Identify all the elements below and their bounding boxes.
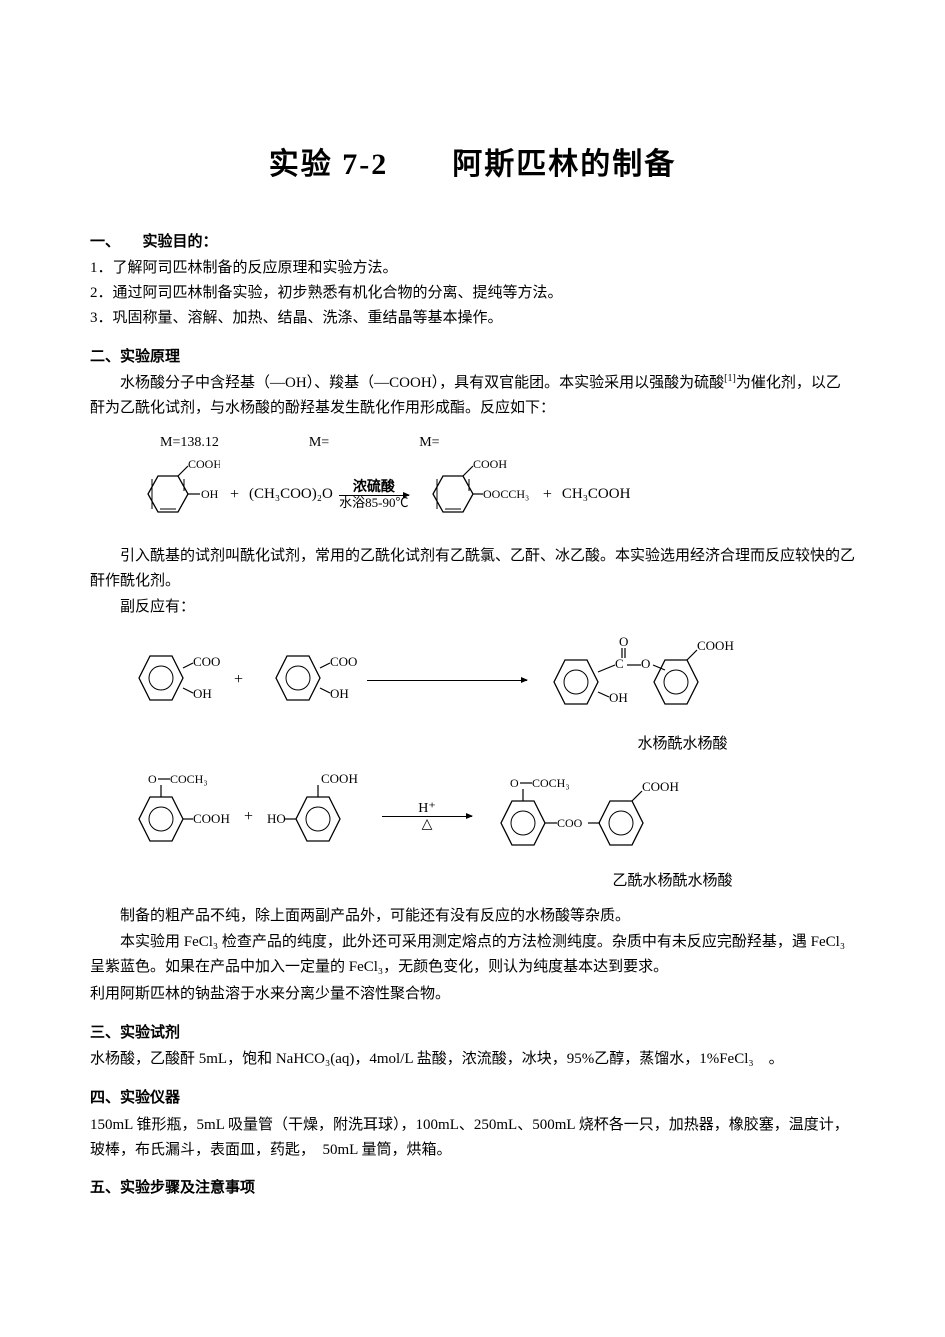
svg-text:OH: OH: [193, 686, 212, 701]
svg-text:O: O: [510, 776, 519, 790]
reaction-arrow-1: 浓硫酸 水浴85-90℃: [339, 480, 409, 511]
acetic-anhydride: (CH₃COO)₂O: [249, 482, 333, 507]
page-title: 实验 7-2 阿斯匹林的制备: [90, 140, 855, 190]
plus-2: +: [539, 482, 556, 508]
section-3-heading: 三、实验试剂: [90, 1021, 855, 1046]
s2-p3: 副反应有：: [90, 595, 855, 620]
ooc-label: OOCCH₃: [483, 487, 529, 501]
s4-body: 150mL 锥形瓶，5mL 吸量管（干燥，附洗耳球），100mL、250mL、5…: [90, 1113, 855, 1163]
section-4-heading: 四、实验仪器: [90, 1086, 855, 1111]
svg-text:HO: HO: [267, 811, 286, 826]
sr2-label: 乙酰水杨酰水杨酸: [490, 869, 855, 894]
s2-p1: 水杨酸分子中含羟基（—OH）、羧基（—COOH），具有双官能团。本实验采用以强酸…: [90, 371, 855, 421]
sr2-cond-bottom: △: [422, 817, 433, 832]
s2-p5: 本实验用 FeCl₃ 检查产品的纯度，此外还可采用测定熔点的方法检测纯度。杂质中…: [90, 930, 855, 980]
aspirin-structure: COOH OOCCH₃: [415, 456, 533, 534]
svg-text:C: C: [615, 656, 624, 671]
svg-text:COO: COO: [557, 816, 583, 830]
svg-text:COCH₃: COCH₃: [170, 772, 208, 786]
mw-a: M=138.12: [160, 431, 219, 454]
cooh-label-2: COOH: [473, 457, 507, 471]
section-1-heading: 一、 实验目的：: [90, 230, 855, 255]
svg-text:O: O: [148, 772, 157, 786]
svg-text:OH: OH: [330, 686, 349, 701]
sr2-product: O COCH₃ COO COOH: [482, 767, 712, 867]
svg-text:O: O: [641, 656, 650, 671]
sr2-plus: +: [240, 804, 257, 830]
s2-p6: 利用阿斯匹林的钠盐溶于水来分离少量不溶性聚合物。: [90, 982, 855, 1007]
arrow-top-label: 浓硫酸: [353, 480, 395, 495]
sr1-arrow: [367, 680, 527, 681]
sr2-arrow: H⁺ △: [382, 801, 472, 833]
side-reaction-2: O COCH₃ COOH + COOH HO H⁺ △: [90, 767, 855, 894]
sr1-r2: COOH OH: [257, 638, 357, 723]
section-2-heading: 二、实验原理: [90, 345, 855, 370]
svg-text:OH: OH: [609, 690, 628, 705]
s2-p2: 引入酰基的试剂叫酰化试剂，常用的乙酰化试剂有乙酰氯、乙酐、冰乙酸。本实验选用经济…: [90, 544, 855, 594]
svg-text:COOH: COOH: [642, 779, 679, 794]
s3-body: 水杨酸，乙酸酐 5mL，饱和 NaHCO₃(aq)，4mol/L 盐酸，浓流酸，…: [90, 1047, 855, 1072]
arrow-bottom-label: 水浴85-90℃: [339, 496, 408, 510]
section-5-heading: 五、实验步骤及注意事项: [90, 1176, 855, 1201]
svg-text:COCH₃: COCH₃: [532, 776, 570, 790]
sr2-r2: COOH HO: [267, 769, 372, 864]
sr2-cond-top: H⁺: [418, 801, 436, 816]
cooh-label: COOH: [188, 457, 220, 471]
s2-p4: 制备的粗产品不纯，除上面两副产品外，可能还有没有反应的水杨酸等杂质。: [90, 904, 855, 929]
plus-1: +: [226, 482, 243, 508]
mw-c: M=: [419, 431, 439, 454]
svg-text:COOH: COOH: [321, 771, 358, 786]
svg-text:COOH: COOH: [330, 654, 357, 669]
oh-label: OH: [201, 487, 219, 501]
side-reaction-1: COOH OH + COOH OH: [90, 630, 855, 757]
s2-p1-ref: [1]: [724, 373, 736, 384]
sr2-r1: O COCH₃ COOH: [120, 769, 230, 864]
svg-text:O: O: [619, 634, 628, 649]
sr1-r1: COOH OH: [120, 638, 220, 723]
mw-b: M=: [309, 431, 329, 454]
s1-item-3: 3．巩固称量、溶解、加热、结晶、洗涤、重结晶等基本操作。: [90, 306, 855, 331]
sr1-label: 水杨酰水杨酸: [510, 732, 855, 757]
acetic-acid: CH₃COOH: [562, 482, 631, 507]
sr1-product: OH C O O COOH: [537, 630, 747, 730]
svg-text:COOH: COOH: [697, 638, 734, 653]
svg-text:COOH: COOH: [193, 811, 230, 826]
svg-text:COOH: COOH: [193, 654, 220, 669]
main-reaction: M=138.12 M= M= COOH OH + (CH₃COO)₂O 浓硫酸 …: [130, 431, 855, 534]
sr1-plus: +: [230, 667, 247, 693]
s1-item-1: 1．了解阿司匹林制备的反应原理和实验方法。: [90, 256, 855, 281]
salicylic-acid-structure: COOH OH: [130, 456, 220, 534]
s2-p1a: 水杨酸分子中含羟基（—OH）、羧基（—COOH），具有双官能团。本实验采用以强酸…: [120, 375, 724, 391]
s1-item-2: 2．通过阿司匹林制备实验，初步熟悉有机化合物的分离、提纯等方法。: [90, 281, 855, 306]
